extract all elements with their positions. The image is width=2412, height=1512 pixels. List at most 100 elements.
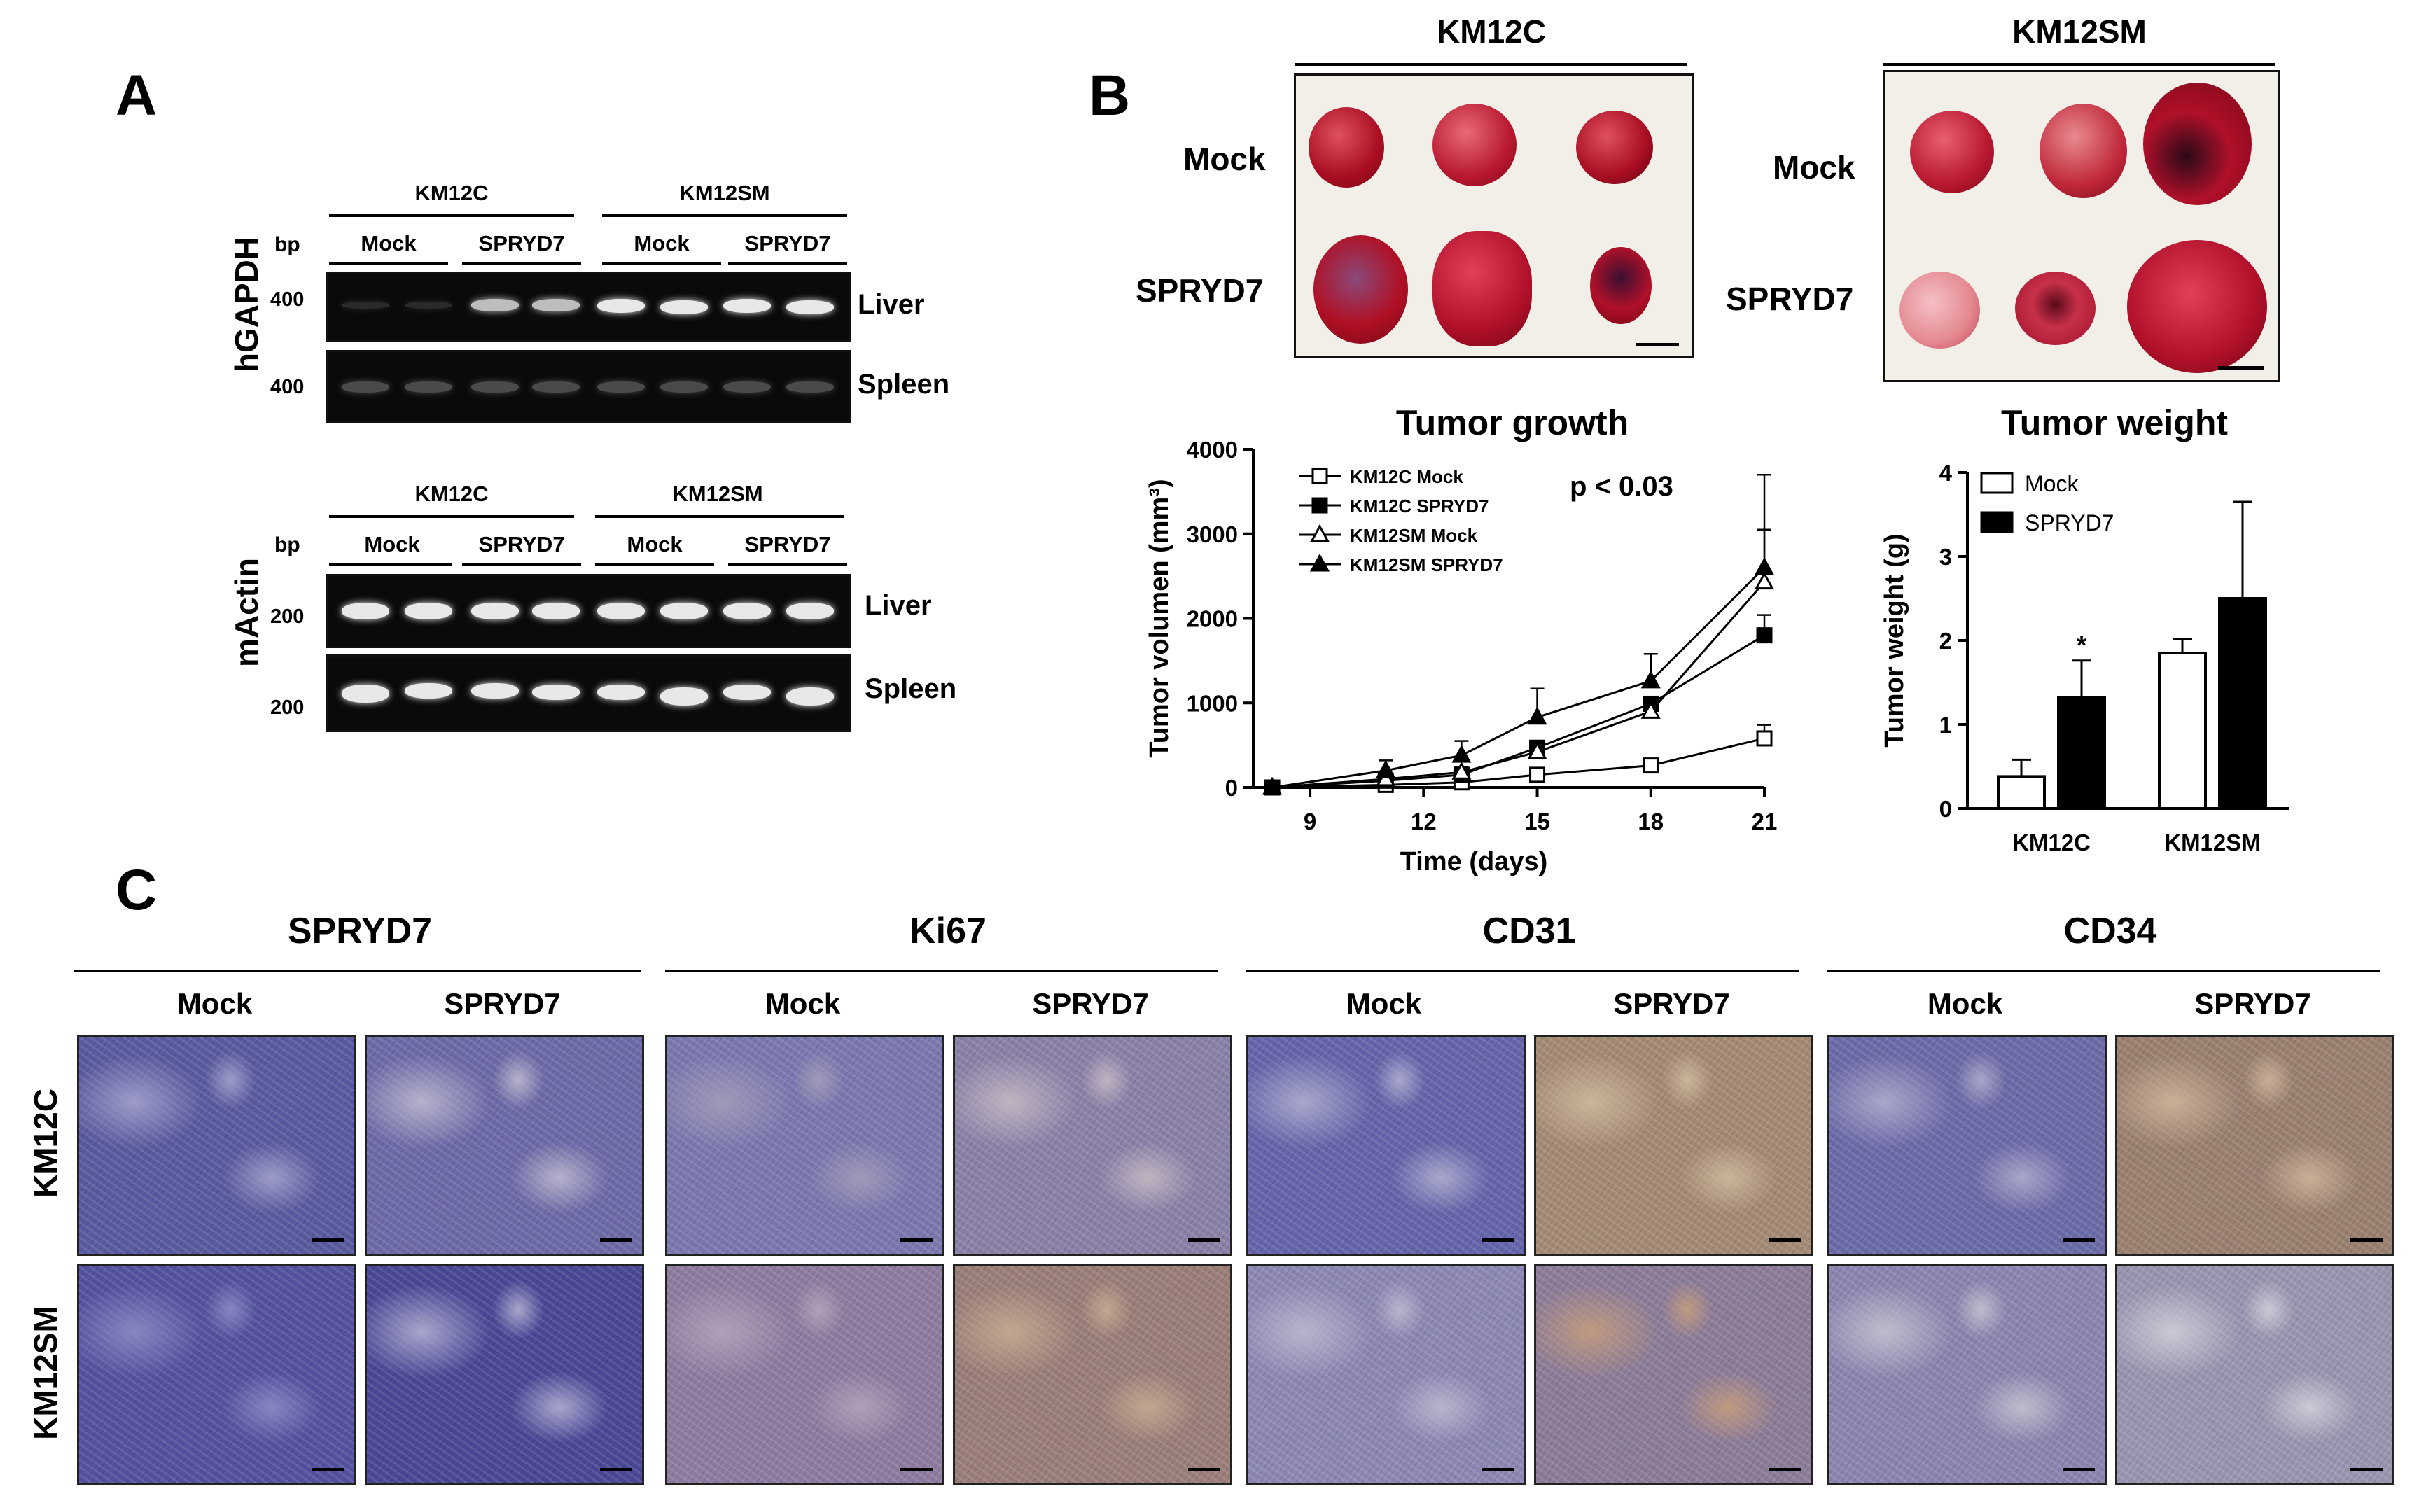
scale-bar (2350, 1238, 2383, 1242)
gel-band (723, 299, 771, 313)
gel-band (342, 685, 389, 703)
gel-band (786, 687, 834, 706)
legend-label: KM12C Mock (1350, 466, 1463, 487)
gel2-sub-line (329, 564, 452, 566)
ihc-image (1827, 1035, 2107, 1256)
tumor (1432, 231, 1532, 346)
gel-band (405, 382, 452, 393)
gel-band (405, 603, 452, 620)
tumor (1576, 111, 1653, 184)
x-axis-label: Time (days) (1400, 847, 1547, 876)
gel1-group-line (329, 214, 574, 217)
ihc-image (1246, 1264, 1526, 1485)
gel1-liver-label: Liver (858, 289, 925, 320)
data-point (1643, 757, 1659, 774)
gel1-group-km12c: KM12C (414, 181, 489, 205)
legend-swatch (1980, 511, 2014, 533)
ihc-condition-label: SPRYD7 (1032, 987, 1149, 1020)
gel1-liver-lane-row (326, 272, 851, 342)
ihc-condition-label: Mock (176, 987, 253, 1020)
gel1-sub-line (329, 262, 448, 265)
y-tick-label: 2 (1939, 628, 1952, 654)
tumor (2127, 240, 2267, 373)
ihc-image (77, 1264, 356, 1485)
scale-bar (1482, 1238, 1514, 1242)
tumor (2040, 104, 2127, 198)
significance-marker: * (2077, 631, 2086, 659)
gel-band (786, 300, 834, 314)
gel-band (660, 382, 708, 393)
gel-band (342, 302, 389, 309)
gel1-bp-label: bp (274, 233, 300, 256)
x-tick-label: 15 (1524, 808, 1550, 834)
data-point (1529, 766, 1546, 783)
scale-bar (1482, 1468, 1514, 1471)
ihc-image (1246, 1035, 1526, 1256)
gel-band (597, 299, 645, 313)
gel1-size-spleen: 400 (270, 376, 305, 398)
y-tick-label: 0 (1225, 775, 1238, 801)
scale-bar (900, 1468, 933, 1471)
ihc-image (665, 1264, 944, 1485)
gel-band (660, 300, 708, 314)
ihc-image (953, 1035, 1232, 1256)
gel2-bp-label: bp (274, 533, 300, 556)
ihc-condition-label: SPRYD7 (444, 987, 561, 1020)
photo1-title-line (1295, 63, 1687, 66)
y-tick-label: 1000 (1187, 690, 1238, 716)
photo2-row-spryd7: SPRYD7 (1726, 281, 1854, 317)
data-point (1311, 468, 1328, 484)
scale-bar (2063, 1238, 2095, 1242)
gel-band (597, 685, 645, 700)
gel1-sub-mock: Mock (634, 231, 690, 255)
ihc-image (1827, 1264, 2107, 1485)
scale-bar (2218, 366, 2264, 370)
gel-band (471, 603, 519, 620)
gel2-ylabel-wrap: mActin (218, 518, 274, 707)
gel1-sub-line (462, 262, 581, 265)
y-tick-label: 3000 (1187, 522, 1238, 547)
gel2-sub-mock: Mock (627, 532, 683, 556)
gel2-group-km12sm: KM12SM (672, 482, 763, 506)
ihc-condition-label: Mock (1346, 987, 1422, 1020)
ihc-marker-line (665, 969, 1218, 972)
gel-band (532, 299, 580, 312)
scale-bar (2063, 1468, 2095, 1471)
x-tick-label: 21 (1752, 808, 1778, 834)
gel1-spleen-lane-row (326, 350, 851, 423)
gel-band (471, 382, 519, 393)
bar (2218, 597, 2267, 810)
data-point (1754, 556, 1775, 575)
ihc-marker-line (1827, 969, 2380, 972)
gel-band (532, 603, 580, 620)
ihc-marker-line (74, 969, 641, 972)
ihc-image (1534, 1264, 1813, 1485)
gel1-sub-line (728, 262, 847, 265)
y-tick-label: 2000 (1187, 606, 1238, 632)
gel-band (723, 685, 771, 700)
gel2-group-km12c: KM12C (414, 482, 489, 506)
gel2-sub-spryd7: SPRYD7 (478, 532, 565, 556)
ihc-row-label-wrap: KM12C (14, 1035, 77, 1252)
scale-bar (1636, 343, 1679, 346)
gel2-group-line (329, 515, 574, 518)
gel2-spleen-label: Spleen (865, 673, 957, 704)
gel2-sub-line (462, 564, 581, 566)
gel-band (786, 603, 834, 620)
ihc-marker-line (1246, 969, 1799, 972)
data-point (1527, 706, 1547, 725)
gel-band (786, 382, 834, 393)
photo2-title: KM12SM (2012, 13, 2147, 50)
tumor (2143, 83, 2252, 205)
gel-band (660, 687, 708, 706)
gel1-group-km12sm: KM12SM (679, 181, 770, 205)
panel-letter-b: B (1089, 64, 1131, 127)
legend-label: KM12SM Mock (1350, 525, 1478, 546)
ihc-image (1534, 1035, 1813, 1256)
tumor (2015, 272, 2096, 345)
growth-chart-title: Tumor growth (1395, 403, 1629, 442)
ihc-image (365, 1264, 644, 1485)
ihc-condition-label: SPRYD7 (2194, 987, 2311, 1020)
ihc-condition-label: Mock (765, 987, 841, 1020)
ihc-image (77, 1035, 356, 1256)
